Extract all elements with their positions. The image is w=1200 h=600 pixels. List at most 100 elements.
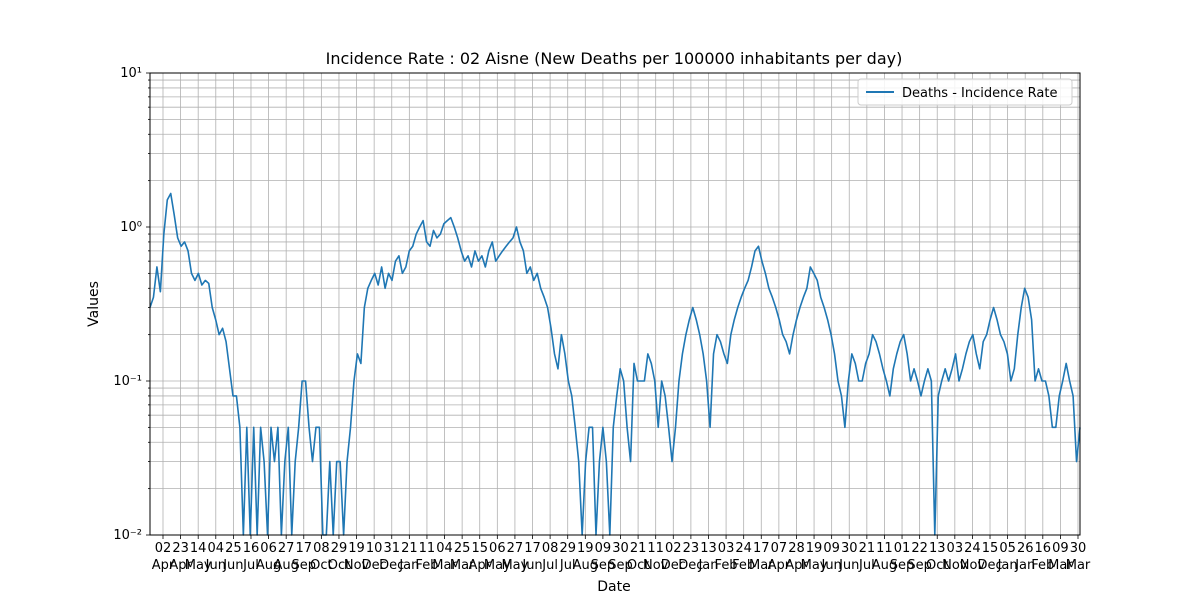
x-tick-label-month: Aug: [573, 558, 598, 573]
x-tick-label: 17: [524, 541, 541, 556]
y-tick-label: 10⁻²: [113, 528, 142, 543]
x-tick-label: 03: [947, 541, 964, 556]
x-tick-label: 08: [542, 541, 559, 556]
x-tick-label: 26: [1017, 541, 1034, 556]
x-tick-label: 06: [260, 541, 277, 556]
x-tick-label-month: Aug: [872, 558, 897, 573]
x-tick-label-month: Feb: [1031, 558, 1054, 573]
x-tick-label: 15: [471, 541, 488, 556]
y-axis-label: Values: [86, 281, 102, 327]
x-tick-label-month: Oct: [926, 558, 948, 573]
x-axis-ticks: 02Apr23Apr14May04Jun25Jun16Jul06Aug27Aug…: [152, 535, 1091, 573]
x-tick-label: 19: [806, 541, 823, 556]
x-tick-label-month: Jan: [697, 558, 718, 573]
x-tick-label: 02: [155, 541, 172, 556]
x-tick-label: 10: [366, 541, 383, 556]
x-tick-label: 02: [665, 541, 682, 556]
x-tick-label: 30: [841, 541, 858, 556]
x-tick-label-month: Nov: [942, 558, 968, 573]
x-tick-label: 28: [788, 541, 805, 556]
x-tick-label: 27: [507, 541, 524, 556]
x-tick-label: 24: [735, 541, 752, 556]
x-tick-label-month: Oct: [627, 558, 649, 573]
x-tick-label: 25: [454, 541, 471, 556]
x-tick-label-month: Jul: [559, 558, 576, 573]
x-tick-label-month: Dec: [379, 558, 404, 573]
x-axis-label: Date: [597, 579, 630, 595]
x-tick-label: 30: [612, 541, 629, 556]
x-tick-label-month: Sep: [591, 558, 616, 573]
x-tick-label-month: Apr: [768, 558, 791, 573]
x-tick-label: 06: [489, 541, 506, 556]
x-tick-label: 22: [911, 541, 928, 556]
x-tick-label-month: Oct: [310, 558, 332, 573]
x-tick-label-month: Nov: [960, 558, 986, 573]
x-tick-label-month: Sep: [907, 558, 932, 573]
x-tick-label: 13: [929, 541, 946, 556]
series-layer: [149, 192, 1081, 536]
x-tick-label: 31: [383, 541, 400, 556]
x-tick-label-month: Jan: [398, 558, 419, 573]
x-tick-label-month: Nov: [344, 558, 370, 573]
y-tick-label: 10¹: [120, 66, 142, 81]
x-tick-label-month: Aug: [256, 558, 281, 573]
x-tick-label-month: Jul: [242, 558, 259, 573]
legend-label: Deaths - Incidence Rate: [902, 86, 1057, 101]
x-tick-label-month: Feb: [732, 558, 755, 573]
x-tick-label: 17: [295, 541, 312, 556]
x-tick-label-month: Mar: [749, 558, 774, 573]
x-tick-label: 04: [436, 541, 453, 556]
x-tick-label: 08: [313, 541, 330, 556]
x-tick-label-month: Nov: [643, 558, 669, 573]
x-tick-label-month: Jan: [997, 558, 1018, 573]
grid-lines: [150, 72, 1080, 536]
x-tick-label: 07: [771, 541, 788, 556]
x-tick-label-month: Feb: [415, 558, 438, 573]
x-tick-label: 16: [1035, 541, 1052, 556]
x-tick-label-month: Aug: [273, 558, 298, 573]
x-tick-label: 09: [1052, 541, 1069, 556]
series-line-0: [149, 192, 1081, 536]
x-tick-label-month: Apr: [785, 558, 808, 573]
x-tick-label: 25: [225, 541, 242, 556]
x-tick-label-month: Dec: [977, 558, 1002, 573]
x-tick-label-month: Jun: [222, 558, 243, 573]
x-tick-label-month: Jun: [820, 558, 841, 573]
x-tick-label-month: Dec: [661, 558, 686, 573]
plot-frame: [149, 72, 1081, 536]
x-tick-label-month: May: [185, 558, 212, 573]
x-tick-label: 11: [647, 541, 664, 556]
x-tick-label: 13: [700, 541, 717, 556]
x-tick-label: 05: [999, 541, 1016, 556]
x-tick-label: 19: [348, 541, 365, 556]
x-tick-label: 09: [595, 541, 612, 556]
x-tick-label-month: Sep: [890, 558, 915, 573]
x-tick-label: 29: [559, 541, 576, 556]
x-tick-label-month: Mar: [1048, 558, 1073, 573]
x-tick-label-month: Dec: [362, 558, 387, 573]
x-tick-label-month: Oct: [328, 558, 350, 573]
x-tick-label-month: Mar: [450, 558, 475, 573]
x-tick-label-month: Apr: [468, 558, 491, 573]
y-tick-label: 10⁰: [120, 220, 142, 235]
x-tick-label-month: Jul: [858, 558, 875, 573]
x-tick-label: 19: [577, 541, 594, 556]
x-tick-label-month: Jun: [838, 558, 859, 573]
x-tick-label-month: Jan: [1014, 558, 1035, 573]
x-tick-label-month: Jul: [541, 558, 558, 573]
x-tick-label-month: May: [801, 558, 828, 573]
x-tick-label: 01: [894, 541, 911, 556]
x-tick-label-month: Jun: [205, 558, 226, 573]
x-tick-label: 14: [190, 541, 207, 556]
x-tick-label-month: Dec: [678, 558, 703, 573]
x-tick-label: 21: [401, 541, 418, 556]
x-tick-label: 23: [683, 541, 700, 556]
chart-title: Incidence Rate : 02 Aisne (New Deaths pe…: [326, 49, 903, 68]
chart-legend: Deaths - Incidence Rate: [857, 78, 1073, 106]
x-tick-label: 11: [876, 541, 893, 556]
x-tick-label: 09: [823, 541, 840, 556]
x-tick-label-month: Sep: [292, 558, 317, 573]
x-tick-label-month: Apr: [152, 558, 175, 573]
x-tick-label: 11: [419, 541, 436, 556]
